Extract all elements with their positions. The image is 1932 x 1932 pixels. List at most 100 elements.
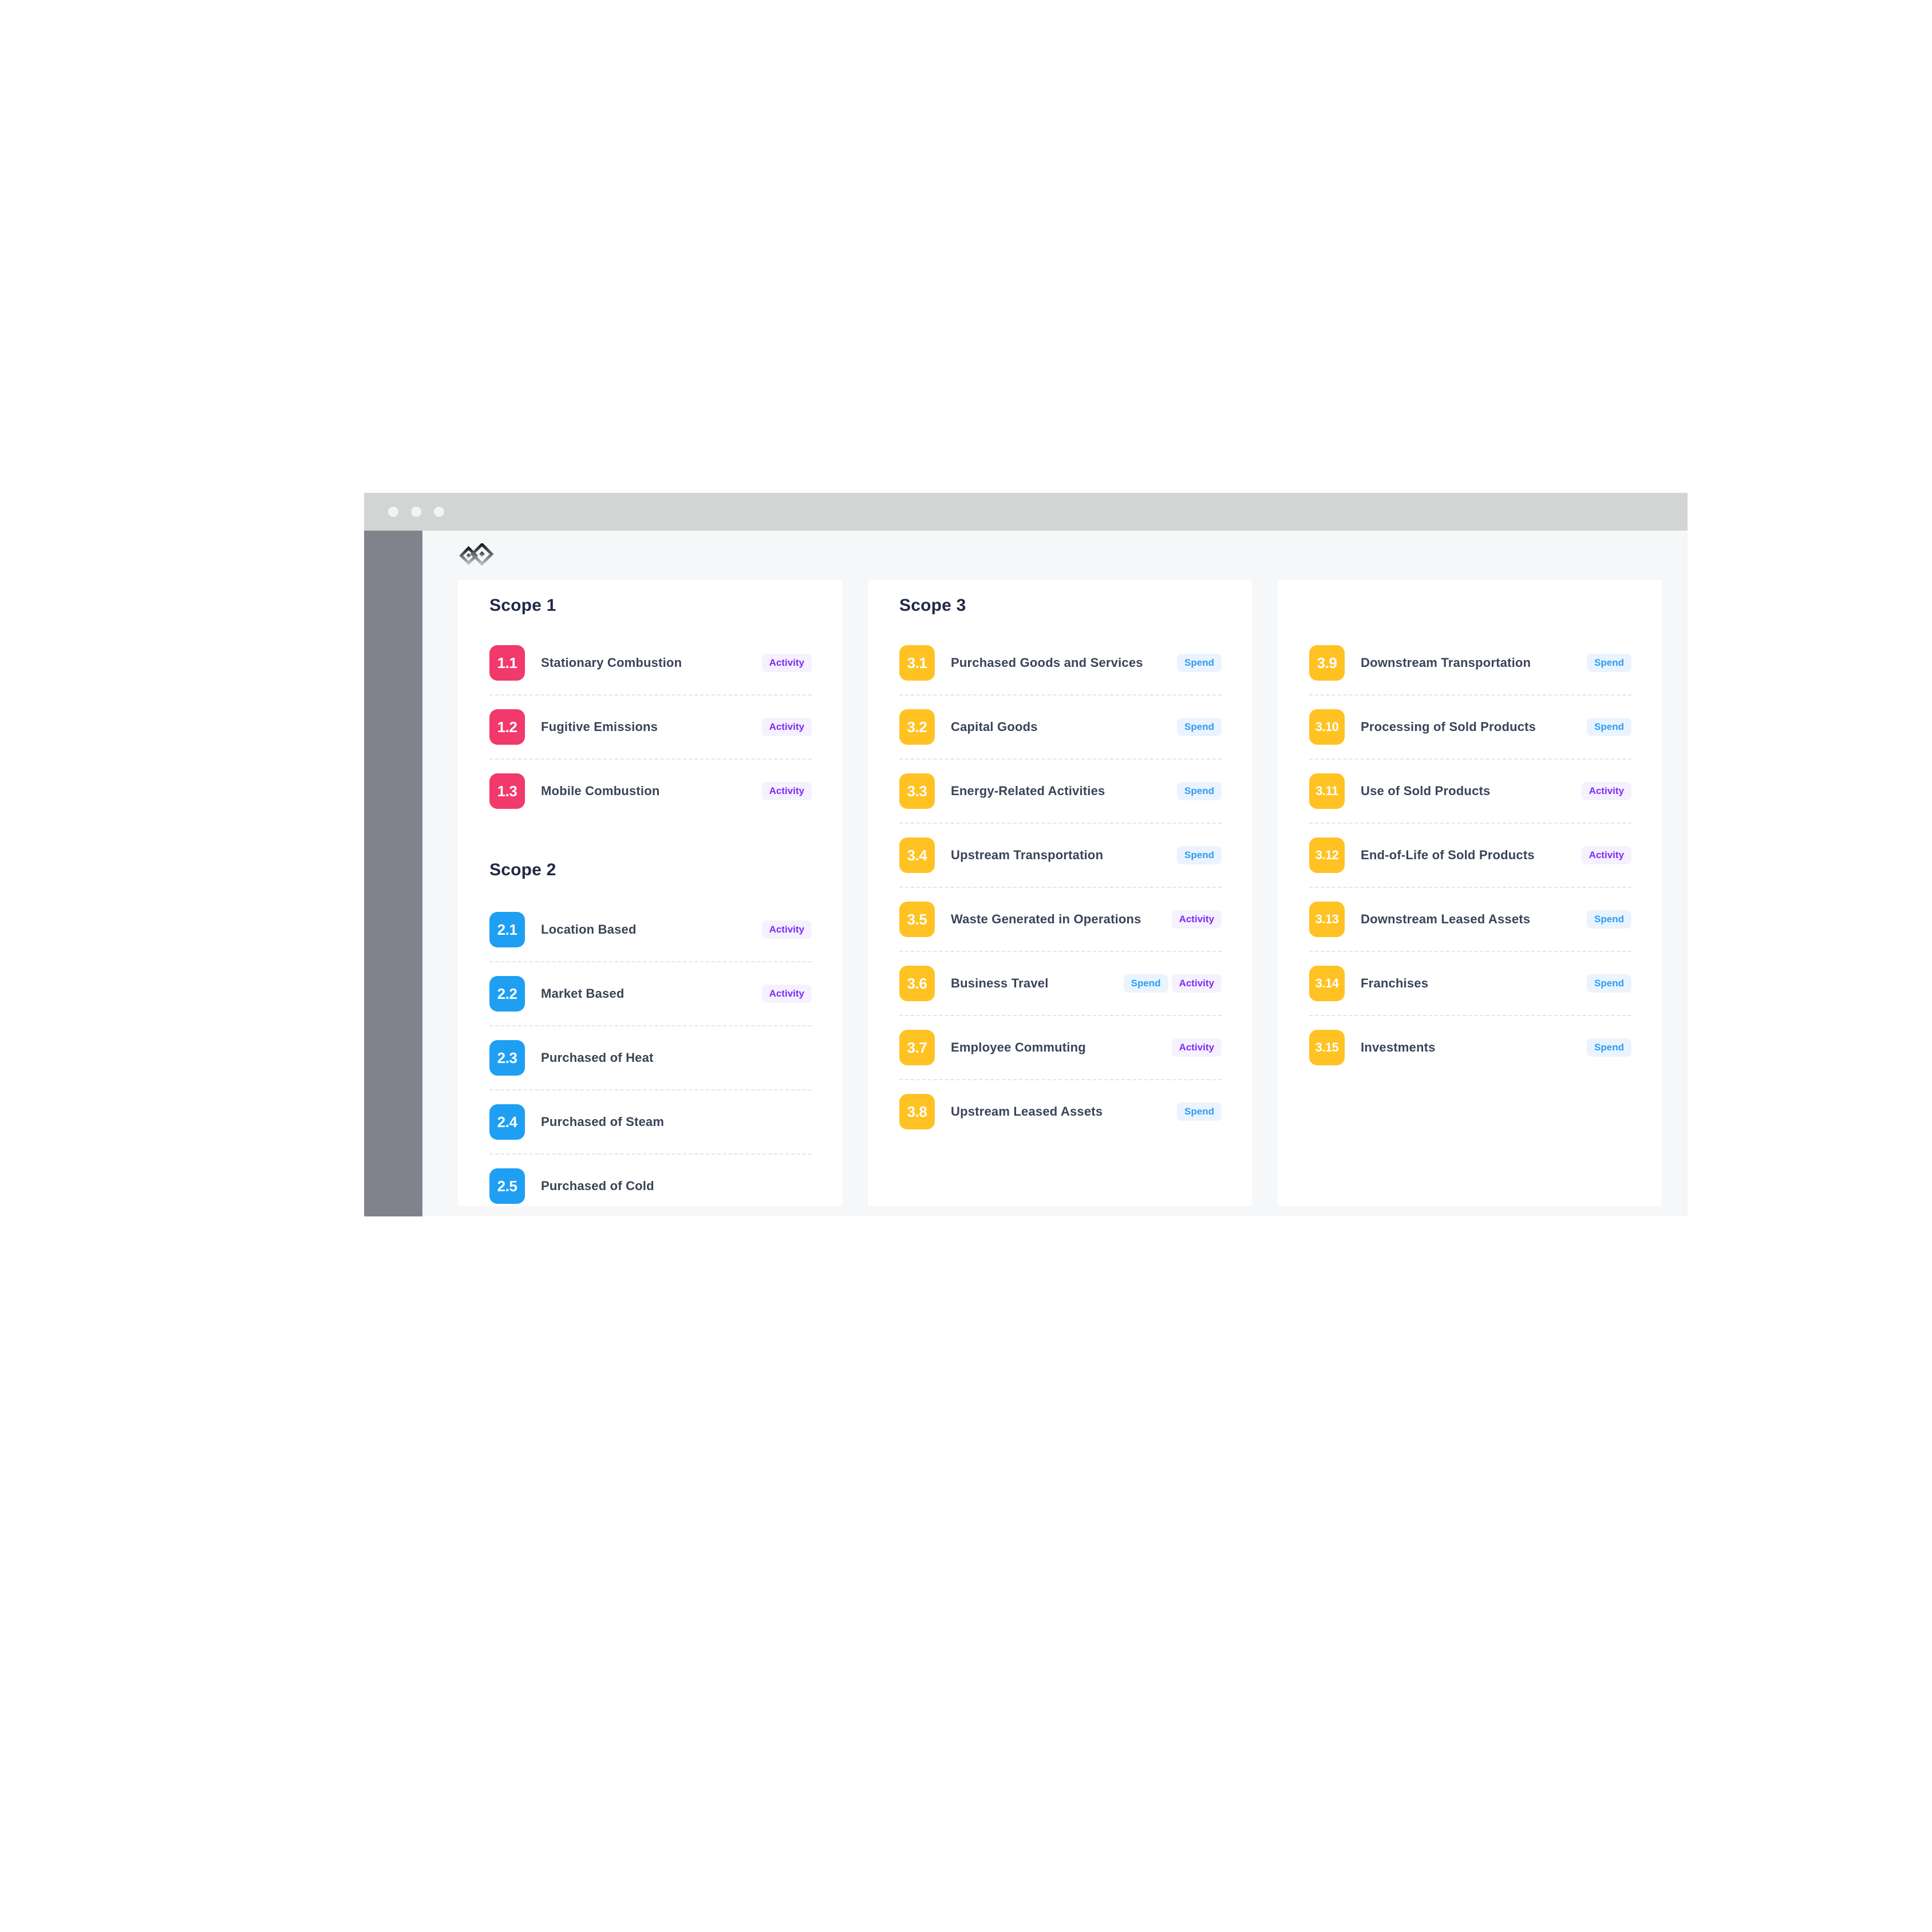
method-tag: Spend <box>1587 718 1631 736</box>
category-label: Capital Goods <box>951 720 1038 734</box>
scope-section-header: Scope 1 <box>458 580 842 631</box>
category-code: 2.5 <box>497 1177 517 1195</box>
category-label: Energy-Related Activities <box>951 784 1105 798</box>
method-tags: Spend Activity <box>1123 974 1222 993</box>
method-tag: Spend <box>1587 974 1631 993</box>
scope-title: Scope 3 <box>899 596 966 615</box>
category-code-badge: 3.12 <box>1309 837 1345 873</box>
method-tag: Spend <box>1587 910 1631 929</box>
emission-category-row[interactable]: 1.2 Fugitive Emissions Activity <box>489 696 812 760</box>
emission-category-row[interactable]: 2.2 Market Based Activity <box>489 962 812 1026</box>
window-body: Scope 1 1.1 Stationary Combustion Activi… <box>364 531 1688 1216</box>
emission-category-row[interactable]: 2.5 Purchased of Cold <box>489 1155 812 1206</box>
emission-category-row[interactable]: 3.13 Downstream Leased Assets Spend <box>1309 888 1631 952</box>
method-tag: Activity <box>761 782 812 800</box>
category-label: Downstream Transportation <box>1361 655 1531 670</box>
category-code-badge: 3.11 <box>1309 773 1345 809</box>
category-code-badge: 1.2 <box>489 709 525 745</box>
emission-category-row[interactable]: 3.9 Downstream Transportation Spend <box>1309 631 1631 696</box>
method-tag: Spend <box>1177 718 1222 736</box>
category-code: 3.14 <box>1315 976 1339 990</box>
category-code-badge: 3.1 <box>899 645 935 681</box>
category-label: Downstream Leased Assets <box>1361 912 1531 926</box>
category-label: Processing of Sold Products <box>1361 720 1536 734</box>
category-code-badge: 1.1 <box>489 645 525 681</box>
category-label: Use of Sold Products <box>1361 784 1491 798</box>
category-label: Franchises <box>1361 976 1429 990</box>
emission-category-row[interactable]: 2.4 Purchased of Steam <box>489 1091 812 1155</box>
method-tags: Activity <box>761 718 812 736</box>
emission-category-row[interactable]: 3.6 Business Travel Spend Activity <box>899 952 1222 1016</box>
emission-category-row[interactable]: 3.1 Purchased Goods and Services Spend <box>899 631 1222 696</box>
category-code: 1.1 <box>497 654 517 671</box>
emission-category-row[interactable]: 3.4 Upstream Transportation Spend <box>899 824 1222 888</box>
scope-title: Scope 2 <box>489 860 556 879</box>
method-tag: Activity <box>1581 846 1631 864</box>
method-tags: Activity <box>1581 846 1631 864</box>
emission-category-row[interactable]: 3.12 End-of-Life of Sold Products Activi… <box>1309 824 1631 888</box>
method-tags: Spend <box>1177 654 1222 672</box>
category-code: 3.13 <box>1315 912 1339 926</box>
category-code: 2.3 <box>497 1049 517 1066</box>
scope-title: Scope 1 <box>489 596 556 615</box>
emission-category-row[interactable]: 3.11 Use of Sold Products Activity <box>1309 760 1631 824</box>
emission-category-row[interactable]: 3.15 Investments Spend <box>1309 1016 1631 1080</box>
emission-category-row[interactable]: 3.2 Capital Goods Spend <box>899 696 1222 760</box>
emission-category-row[interactable]: 3.14 Franchises Spend <box>1309 952 1631 1016</box>
main-content: Scope 1 1.1 Stationary Combustion Activi… <box>422 531 1688 1216</box>
category-code-badge: 3.3 <box>899 773 935 809</box>
method-tag: Activity <box>761 920 812 939</box>
category-label: Employee Commuting <box>951 1040 1086 1054</box>
emission-category-row[interactable]: 3.8 Upstream Leased Assets Spend <box>899 1080 1222 1144</box>
category-code: 3.2 <box>907 718 927 736</box>
emission-category-row[interactable]: 3.5 Waste Generated in Operations Activi… <box>899 888 1222 952</box>
emission-category-row[interactable]: 3.10 Processing of Sold Products Spend <box>1309 696 1631 760</box>
category-code: 3.15 <box>1315 1040 1339 1054</box>
category-code-badge: 3.9 <box>1309 645 1345 681</box>
window-control-dot[interactable] <box>434 507 444 517</box>
method-tag: Activity <box>761 985 812 1003</box>
emission-category-row[interactable]: 1.1 Stationary Combustion Activity <box>489 631 812 696</box>
window-control-dot[interactable] <box>411 507 421 517</box>
method-tag: Spend <box>1177 1103 1222 1121</box>
category-code: 3.4 <box>907 846 927 864</box>
category-code: 3.6 <box>907 974 927 992</box>
category-label: Purchased of Steam <box>541 1115 665 1129</box>
category-code: 3.5 <box>907 910 927 928</box>
category-code: 1.3 <box>497 782 517 800</box>
method-tags: Spend <box>1177 1103 1222 1121</box>
category-code-badge: 3.7 <box>899 1030 935 1065</box>
scopes-board: Scope 1 1.1 Stationary Combustion Activi… <box>458 580 1662 1206</box>
category-code-badge: 3.14 <box>1309 966 1345 1001</box>
method-tag: Spend <box>1123 974 1168 993</box>
method-tags: Spend <box>1177 718 1222 736</box>
category-code: 3.1 <box>907 654 927 671</box>
method-tags: Activity <box>761 920 812 939</box>
brand-logo-icon <box>459 543 494 566</box>
method-tag: Activity <box>761 718 812 736</box>
method-tags: Spend <box>1177 782 1222 800</box>
category-code: 3.11 <box>1315 784 1338 798</box>
category-code: 2.2 <box>497 985 517 1002</box>
category-code-badge: 2.3 <box>489 1040 525 1076</box>
emission-category-row[interactable]: 2.1 Location Based Activity <box>489 898 812 962</box>
category-code: 3.7 <box>907 1038 927 1056</box>
emission-category-row[interactable]: 2.3 Purchased of Heat <box>489 1026 812 1091</box>
category-label: Upstream Transportation <box>951 848 1104 862</box>
category-label: Purchased of Cold <box>541 1179 654 1193</box>
method-tag: Activity <box>761 654 812 672</box>
emission-category-row[interactable]: 3.3 Energy-Related Activities Spend <box>899 760 1222 824</box>
category-code-badge: 3.4 <box>899 837 935 873</box>
category-label: Market Based <box>541 986 625 1001</box>
window-titlebar <box>364 493 1688 531</box>
emission-category-row[interactable]: 3.7 Employee Commuting Activity <box>899 1016 1222 1080</box>
method-tag: Spend <box>1177 846 1222 864</box>
category-label: Stationary Combustion <box>541 655 682 670</box>
category-code: 3.3 <box>907 782 927 800</box>
scope-card: Scope 3 3.1 Purchased Goods and Services… <box>868 580 1252 1206</box>
window-control-dot[interactable] <box>388 507 398 517</box>
method-tag: Spend <box>1177 782 1222 800</box>
category-label: Mobile Combustion <box>541 784 660 798</box>
emission-category-row[interactable]: 1.3 Mobile Combustion Activity <box>489 760 812 824</box>
